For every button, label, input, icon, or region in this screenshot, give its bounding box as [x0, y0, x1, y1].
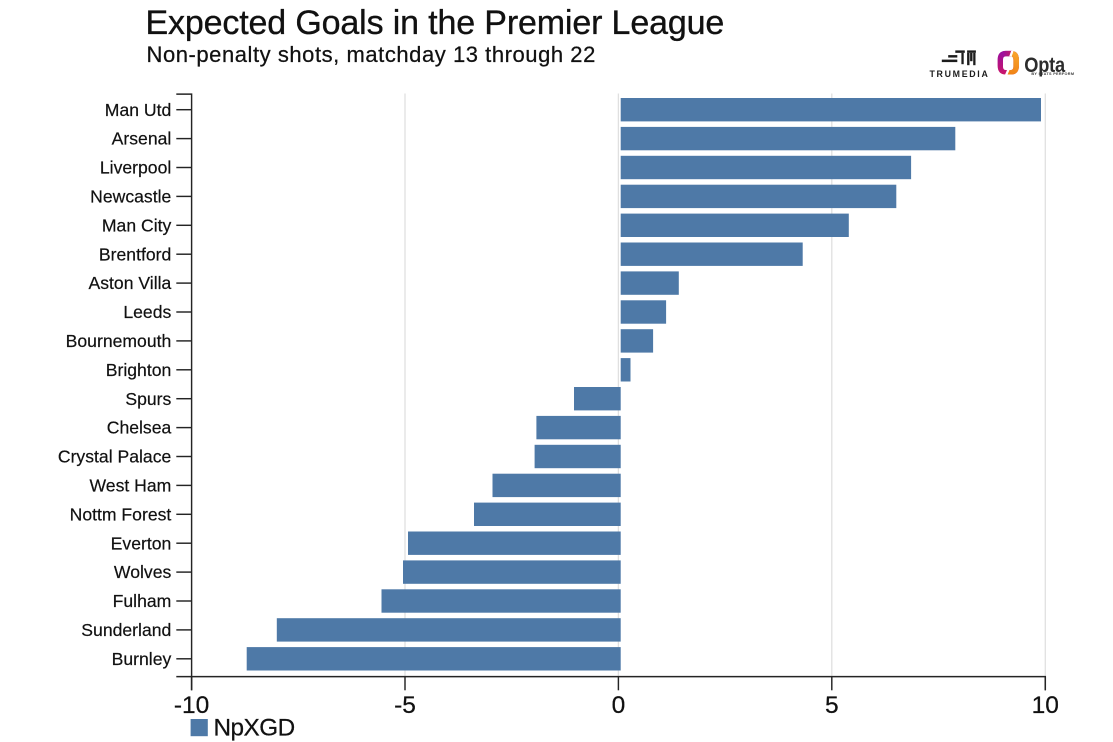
svg-text:Brentford: Brentford [99, 244, 171, 264]
svg-text:Newcastle: Newcastle [90, 187, 171, 207]
svg-text:-5: -5 [394, 692, 416, 719]
svg-text:Spurs: Spurs [125, 389, 171, 409]
svg-text:Leeds: Leeds [123, 302, 171, 322]
svg-text:0: 0 [612, 692, 626, 719]
svg-text:Wolves: Wolves [114, 562, 172, 582]
svg-text:West Ham: West Ham [90, 476, 172, 496]
svg-text:5: 5 [825, 692, 839, 719]
svg-text:BY STATS PERFORM: BY STATS PERFORM [1031, 72, 1074, 76]
svg-text:Opta: Opta [1024, 53, 1066, 77]
svg-text:-10: -10 [174, 692, 209, 719]
svg-text:Brighton: Brighton [106, 360, 172, 380]
svg-text:Fulham: Fulham [113, 591, 172, 611]
svg-text:Aston Villa: Aston Villa [88, 273, 171, 293]
svg-text:Crystal Palace: Crystal Palace [58, 447, 171, 467]
svg-text:Bournemouth: Bournemouth [66, 331, 172, 351]
svg-text:TRUMEDIA: TRUMEDIA [929, 69, 989, 79]
svg-text:Arsenal: Arsenal [112, 129, 172, 149]
svg-text:Man Utd: Man Utd [105, 100, 172, 120]
svg-text:Everton: Everton [111, 533, 172, 553]
svg-text:Sunderland: Sunderland [81, 620, 171, 640]
svg-text:NpXGD: NpXGD [214, 715, 295, 742]
svg-text:10: 10 [1032, 692, 1059, 719]
svg-text:Liverpool: Liverpool [100, 158, 171, 178]
svg-text:Chelsea: Chelsea [107, 418, 172, 438]
svg-text:Burnley: Burnley [112, 649, 172, 669]
svg-text:Nottm Forest: Nottm Forest [70, 504, 172, 524]
svg-text:Man City: Man City [102, 215, 172, 235]
